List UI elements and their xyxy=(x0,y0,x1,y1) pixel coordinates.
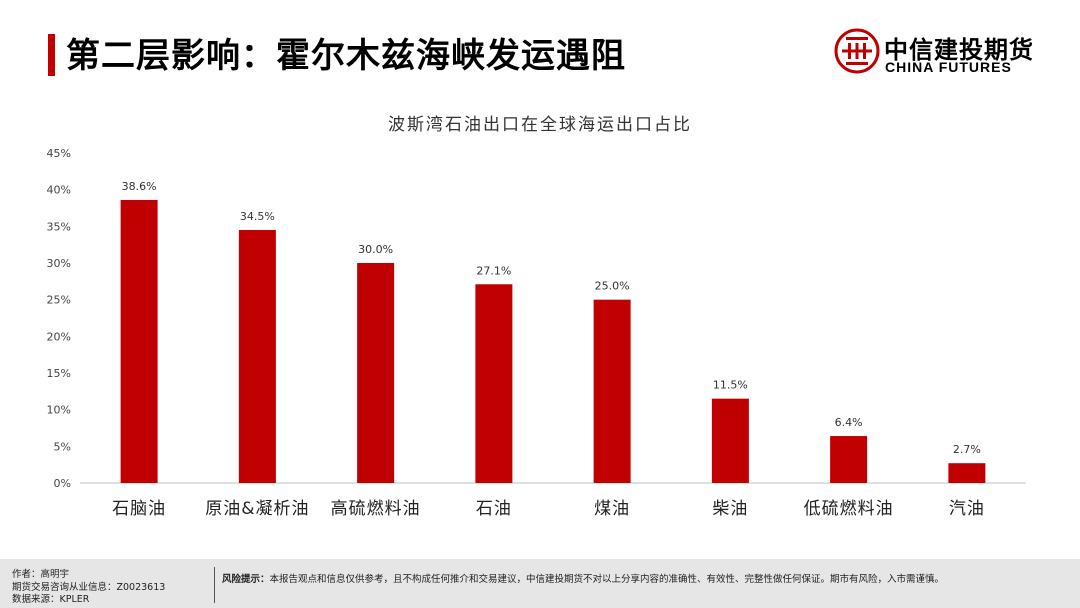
footer-source: 数据来源：KPLER xyxy=(12,594,90,605)
bar xyxy=(357,263,395,483)
data-label: 27.1% xyxy=(476,264,511,277)
bar-chart: 波斯湾石油出口在全球海运出口占比 0% 5% 10% 15% 20% 25% 30% 35% 40… xyxy=(0,100,1080,530)
logo-name-cn: 中信建投期货 xyxy=(884,36,1034,64)
data-label: 6.4% xyxy=(835,416,863,429)
citic-logo-icon xyxy=(834,28,880,74)
y-tick-label: 45% xyxy=(47,147,71,160)
data-label: 38.6% xyxy=(122,180,157,193)
x-tick-label: 煤油 xyxy=(594,499,630,519)
bar xyxy=(830,436,868,483)
y-tick-label: 0% xyxy=(54,477,71,490)
footer-divider xyxy=(214,567,215,603)
bar xyxy=(711,398,749,483)
bar xyxy=(593,299,631,483)
company-logo: 中信建投期货 CHINA FUTURES xyxy=(834,28,1034,78)
chart-title: 波斯湾石油出口在全球海运出口占比 xyxy=(388,115,692,135)
x-tick-label: 柴油 xyxy=(712,499,748,519)
x-tick-label: 石油 xyxy=(476,499,512,519)
logo-name-en: CHINA FUTURES xyxy=(885,59,1012,75)
y-tick-label: 25% xyxy=(47,294,71,307)
y-tick-label: 10% xyxy=(47,404,71,417)
risk-text: 本报告观点和信息仅供参考，且不构成任何推介和交易建议，中信建投期货不对以上分享内… xyxy=(269,574,945,585)
x-tick-label: 原油&凝析油 xyxy=(205,499,309,519)
title-accent-bar xyxy=(48,34,55,76)
y-tick-label: 5% xyxy=(54,440,71,453)
x-tick-label: 低硫燃料油 xyxy=(804,499,894,519)
data-label: 2.7% xyxy=(953,443,981,456)
footer-info: 作者：高明宇 期货交易咨询从业信息：Z0023613 数据来源：KPLER xyxy=(12,569,165,607)
chart-svg: 波斯湾石油出口在全球海运出口占比 0% 5% 10% 15% 20% 25% 30% 35% 40… xyxy=(47,115,1026,519)
data-label: 25.0% xyxy=(595,280,630,293)
data-label: 11.5% xyxy=(713,379,748,392)
x-tick-label: 高硫燃料油 xyxy=(331,499,421,519)
y-tick-label: 40% xyxy=(47,184,71,197)
footer-author: 作者：高明宇 xyxy=(12,569,70,580)
data-label: 30.0% xyxy=(358,243,393,256)
footer-license: 期货交易咨询从业信息：Z0023613 xyxy=(12,581,166,593)
x-tick-label: 石脑油 xyxy=(112,499,166,519)
footer: 作者：高明宇 期货交易咨询从业信息：Z0023613 数据来源：KPLER 风险… xyxy=(0,559,1080,608)
risk-label: 风险提示： xyxy=(222,574,270,585)
y-tick-label: 35% xyxy=(47,220,71,233)
bar xyxy=(120,199,158,483)
page-title: 第二层影响：霍尔木兹海峡发运遇阻 xyxy=(66,36,626,76)
x-tick-label: 汽油 xyxy=(949,499,985,519)
y-tick-label: 30% xyxy=(47,257,71,270)
bar xyxy=(238,230,276,483)
footer-risk: 风险提示：本报告观点和信息仅供参考，且不构成任何推介和交易建议，中信建投期货不对… xyxy=(222,571,944,585)
y-tick-label: 15% xyxy=(47,367,71,380)
data-label: 34.5% xyxy=(240,210,275,223)
bar xyxy=(475,284,513,483)
bar xyxy=(948,463,986,483)
y-tick-label: 20% xyxy=(47,330,71,343)
